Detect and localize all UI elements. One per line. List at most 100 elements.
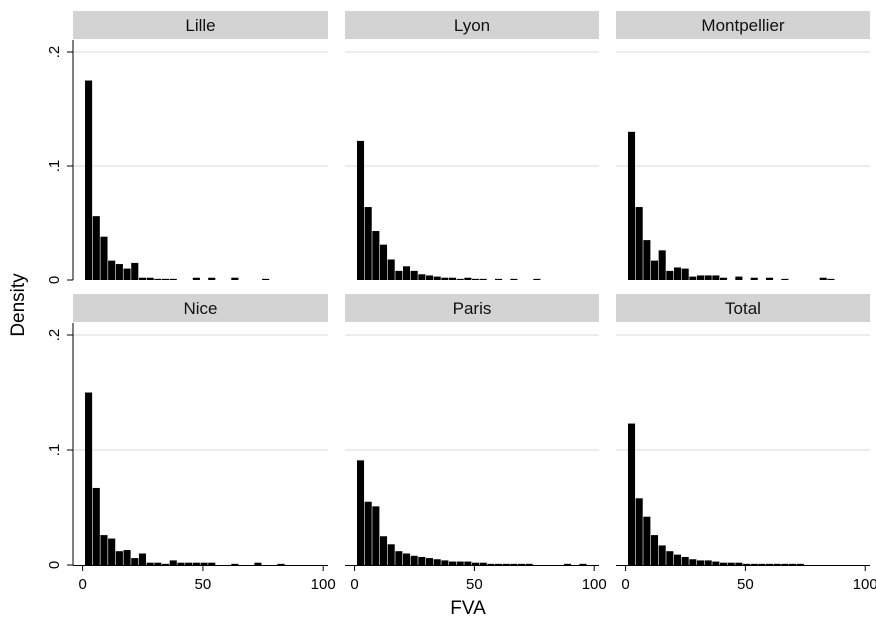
histogram-bar [169, 560, 177, 565]
histogram-bar [719, 562, 728, 565]
histogram-bar [277, 563, 285, 565]
y-tick-label: 0 [46, 276, 63, 284]
histogram-bar [735, 562, 743, 565]
histogram-bar [410, 555, 418, 565]
histogram-bar [192, 277, 200, 280]
histogram-bar [115, 264, 123, 280]
histogram-bar [712, 561, 720, 565]
histogram-bar [766, 277, 774, 280]
histogram-bar [495, 563, 503, 565]
histogram-bar [379, 244, 388, 280]
histogram-bar [154, 278, 162, 280]
panel-strip [616, 294, 870, 322]
histogram-bar [789, 563, 797, 565]
histogram-bar [704, 560, 712, 565]
histogram-bar [456, 561, 464, 565]
histogram-bar [231, 563, 239, 565]
histogram-bar [658, 250, 666, 280]
x-tick-label: 0 [78, 576, 86, 593]
x-tick-label: 50 [195, 576, 212, 593]
histogram-bar [138, 277, 147, 280]
histogram-bar [564, 563, 572, 565]
histogram-bar [108, 260, 116, 280]
histogram-bar [402, 553, 411, 565]
histogram-bar [472, 278, 480, 280]
panel-title: Lyon [454, 16, 490, 35]
histogram-bar [666, 551, 674, 565]
histogram-bar [379, 536, 388, 565]
histogram-bar [448, 277, 457, 280]
histogram-bar [472, 562, 480, 565]
panel-strip [616, 11, 870, 39]
histogram-bar [100, 535, 108, 565]
histogram-bar [85, 392, 93, 565]
histogram-bar [92, 216, 100, 280]
panel-total: Total 0 50 100 [616, 294, 876, 593]
histogram-bar [627, 423, 636, 565]
histogram-bar [108, 538, 116, 565]
histogram-bar [441, 277, 449, 280]
y-tick-label: .1 [46, 160, 63, 173]
histogram-bar [673, 554, 682, 565]
histogram-bar [796, 563, 804, 565]
histogram-bar [395, 551, 403, 565]
histogram-bar [372, 230, 380, 280]
x-tick-label: 100 [582, 576, 607, 593]
histogram-bar [441, 560, 449, 565]
histogram-bar [146, 277, 154, 280]
y-axis-title: Density [8, 273, 29, 337]
histogram-bar [356, 460, 365, 565]
histogram-bar [766, 563, 774, 565]
histogram-bar [162, 278, 170, 280]
histogram-bar [356, 140, 365, 280]
panel-strip [73, 294, 328, 322]
panel-lyon: Lyon [345, 11, 599, 280]
histogram-bar [681, 268, 689, 280]
histogram-bar [487, 563, 495, 565]
histogram-bar [262, 278, 270, 280]
y-tick-label: .1 [46, 444, 63, 457]
histogram-bar [510, 563, 518, 565]
histogram-bar [464, 277, 472, 280]
histogram-bar [192, 562, 200, 565]
histogram-bar [735, 276, 743, 280]
histogram-bar [773, 563, 781, 565]
histogram-bar [395, 270, 403, 280]
histogram-bar [456, 278, 464, 280]
histogram-bar [658, 545, 666, 565]
histogram-bar [533, 278, 541, 280]
histogram-bar [433, 276, 441, 280]
histogram-bar [681, 556, 689, 565]
histogram-bar [410, 270, 418, 280]
histogram-bar [418, 556, 426, 565]
histogram-bar [666, 270, 674, 280]
histogram-bar [146, 562, 154, 565]
panel-title: Paris [453, 299, 492, 318]
histogram-bar [704, 275, 712, 280]
histogram-bar [92, 487, 100, 565]
histogram-bar [425, 275, 434, 280]
histogram-bar [162, 563, 170, 565]
histogram-bar [650, 260, 659, 280]
histogram-bar [750, 563, 758, 565]
histogram-bar [402, 266, 411, 280]
x-tick-label: 0 [621, 576, 629, 593]
histogram-bar [643, 516, 651, 565]
histogram-bar [448, 561, 457, 565]
histogram-bar [643, 240, 651, 280]
histogram-bar [510, 278, 518, 280]
histogram-bar [387, 259, 395, 280]
histogram-bar [827, 278, 835, 280]
panel-strip [345, 11, 599, 39]
histogram-bar [650, 535, 659, 565]
x-tick-label: 50 [466, 576, 483, 593]
histogram-bar [123, 550, 131, 565]
x-tick-label: 50 [737, 576, 754, 593]
histogram-bar [781, 563, 789, 565]
histogram-bar [673, 267, 682, 280]
histogram-bar [131, 558, 139, 565]
histogram-bar [781, 278, 789, 280]
histogram-bar [518, 563, 526, 565]
y-tick-label: .2 [46, 329, 63, 342]
panel-strip [73, 11, 328, 39]
